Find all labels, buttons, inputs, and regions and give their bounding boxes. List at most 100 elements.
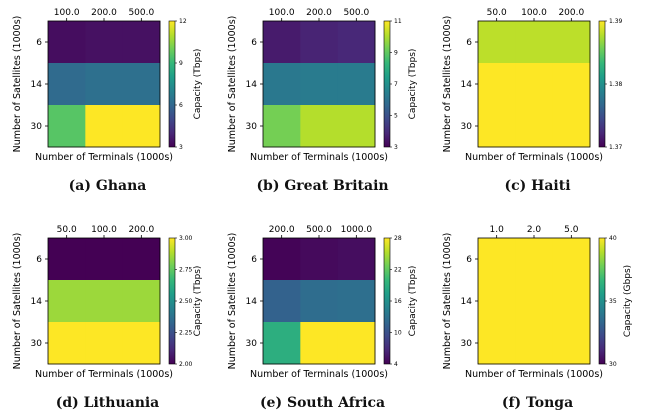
y-tick-label: 30	[246, 122, 258, 132]
heatmap-cell	[552, 322, 591, 365]
heatmap-cell	[337, 322, 376, 365]
x-tick-label: 200.0	[91, 8, 117, 18]
colorbar	[383, 20, 391, 148]
x-tick-label: 200.0	[306, 8, 332, 18]
y-tick-label: 14	[461, 297, 473, 307]
y-tick-label: 14	[246, 80, 258, 90]
colorbar	[598, 237, 606, 365]
heatmap-cell	[337, 105, 376, 148]
heatmap-cell	[263, 322, 301, 365]
heatmap-cell	[478, 280, 516, 323]
heatmap-cell	[337, 280, 376, 323]
y-tick-label: 6	[251, 38, 257, 48]
colorbar-label: Capacity (Tbps)	[193, 266, 203, 337]
x-axis-label: Number of Terminals (1000s)	[250, 152, 388, 163]
heatmap-cell	[85, 280, 124, 323]
colorbar-tick-label: 9	[179, 60, 183, 67]
x-tick-label: 500.0	[128, 8, 154, 18]
heatmap-cell	[300, 280, 339, 323]
x-axis-label: Number of Terminals (1000s)	[465, 152, 603, 163]
y-tick-label: 14	[461, 80, 473, 90]
caption-e: (e) South Africa	[259, 395, 386, 411]
heatmap-cell	[300, 21, 339, 64]
colorbar-tick-label: 1.38	[609, 81, 623, 88]
heatmap-cell	[552, 105, 591, 148]
heatmap-cell	[85, 238, 124, 281]
heatmap-cell	[48, 63, 86, 106]
colorbar-tick-label: 10	[394, 330, 402, 337]
heatmap-cell	[337, 63, 376, 106]
heatmap-cell	[515, 63, 554, 106]
y-tick-label: 14	[31, 297, 43, 307]
heatmap-cell	[85, 63, 124, 106]
x-tick-label: 1.0	[490, 225, 505, 235]
x-axis-label: Number of Terminals (1000s)	[35, 369, 173, 380]
heatmap-cell	[478, 63, 516, 106]
x-axis-label: Number of Terminals (1000s)	[250, 369, 388, 380]
heatmap-cell	[515, 280, 554, 323]
x-tick-label: 200.0	[558, 8, 584, 18]
y-tick-label: 6	[36, 38, 42, 48]
heatmap-cell	[85, 105, 124, 148]
panel-1: 100.0 200.0 500.0 6 14 30 Number of Terminals …	[227, 8, 418, 163]
x-tick-label: 100.0	[54, 8, 80, 18]
heatmap-cell	[515, 322, 554, 365]
heatmap-cell	[263, 105, 301, 148]
heatmap-cell	[122, 238, 161, 281]
x-tick-label: 50.0	[57, 225, 77, 235]
caption-c: (c) Haiti	[504, 178, 571, 194]
colorbar	[383, 237, 391, 365]
colorbar-tick-label: 35	[609, 298, 617, 305]
colorbar-tick-label: 5	[394, 113, 398, 120]
colorbar-tick-label: 30	[609, 361, 617, 368]
panel-3: 50.0 100.0 200.0 6 14 30 Number of Terminals (…	[12, 225, 203, 380]
heatmap-cell	[122, 105, 161, 148]
heatmap-cell	[552, 63, 591, 106]
x-tick-label: 200.0	[128, 225, 154, 235]
colorbar	[598, 20, 606, 148]
heatmap-cell	[263, 238, 301, 281]
colorbar	[168, 20, 176, 148]
caption-b: (b) Great Britain	[256, 178, 389, 194]
heatmap-cell	[122, 322, 161, 365]
colorbar-tick-label: 22	[394, 267, 402, 274]
heatmap-cell	[85, 322, 124, 365]
panel-2: 50.0 100.0 200.0 6 14 30 Number of Terminals (…	[442, 8, 623, 163]
colorbar-label: Capacity (Tbps)	[408, 49, 418, 120]
colorbar-tick-label: 3	[394, 144, 398, 151]
y-axis-label: Number of Satellites (1000s)	[442, 233, 453, 370]
heatmap-cell	[337, 238, 376, 281]
colorbar-tick-label: 1.37	[609, 144, 623, 151]
heatmap-cell	[300, 105, 339, 148]
panel-5: 1.0 2.0 5.0 6 14 30 Number of Terminals (1000s…	[442, 225, 633, 380]
colorbar-tick-label: 1.39	[609, 18, 623, 25]
x-tick-label: 100.0	[269, 8, 295, 18]
heatmap-cell	[48, 21, 86, 64]
y-tick-label: 30	[461, 339, 473, 349]
colorbar-tick-label: 2.25	[179, 330, 193, 337]
heatmap-cell	[300, 238, 339, 281]
x-tick-label: 100.0	[91, 225, 117, 235]
heatmap-cell	[122, 280, 161, 323]
heatmap-cell	[122, 63, 161, 106]
colorbar-tick-label: 9	[394, 50, 398, 57]
heatmap-cell	[300, 322, 339, 365]
y-tick-label: 14	[31, 80, 43, 90]
colorbar-tick-label: 2.50	[179, 298, 193, 305]
x-tick-label: 2.0	[527, 225, 542, 235]
heatmap-cell	[85, 21, 124, 64]
colorbar-tick-label: 12	[179, 18, 187, 25]
heatmap-cell	[300, 63, 339, 106]
heatmap-cell	[122, 21, 161, 64]
heatmap-cell	[478, 238, 516, 281]
x-tick-label: 500.0	[306, 225, 332, 235]
heatmap-cell	[552, 280, 591, 323]
x-tick-label: 50.0	[487, 8, 507, 18]
colorbar-tick-label: 6	[179, 102, 183, 109]
colorbar-tick-label: 2.00	[179, 361, 193, 368]
y-tick-label: 30	[246, 339, 258, 349]
y-tick-label: 6	[466, 255, 472, 265]
y-tick-label: 30	[461, 122, 473, 132]
heatmap-cell	[263, 280, 301, 323]
